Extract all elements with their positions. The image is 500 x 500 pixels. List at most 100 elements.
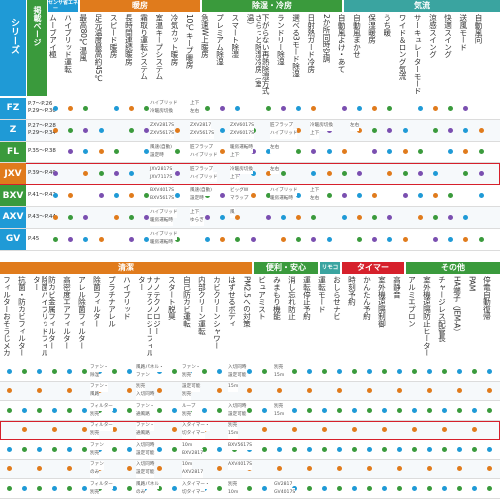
feature-cell bbox=[215, 229, 230, 250]
feature-cell bbox=[261, 163, 276, 184]
feature-cell bbox=[482, 440, 497, 459]
feature-cell bbox=[382, 207, 397, 228]
availability-dot bbox=[202, 407, 207, 413]
feature-cell bbox=[287, 421, 302, 440]
cell-note: 15m bbox=[274, 371, 285, 380]
feature-column-header: ハイブリッド bbox=[122, 276, 137, 360]
availability-dot bbox=[402, 171, 408, 177]
feature-column-header: 10℃キープ暖房 bbox=[185, 14, 200, 96]
availability-dot bbox=[402, 193, 408, 199]
availability-dot bbox=[292, 368, 297, 374]
availability-dot bbox=[341, 193, 347, 199]
feature-column-header: ランドリー除湿 bbox=[276, 14, 291, 96]
cell-note: ファン・ bbox=[136, 421, 155, 431]
feature-column-header: スマート除湿 bbox=[230, 14, 245, 96]
cell-note: BXV5617S bbox=[228, 441, 253, 450]
availability-dot bbox=[463, 214, 469, 220]
page-ref: P.45 bbox=[28, 235, 40, 242]
bottom-spec-table: 清潔 便利・安心 リモコン タイマー その他 フィルターおそうじメカ 抗菌・防カビフィルタ… bbox=[0, 262, 500, 500]
feature-cell bbox=[48, 120, 63, 141]
availability-dot bbox=[372, 105, 378, 111]
feature-cell bbox=[63, 207, 78, 228]
feature-cell bbox=[32, 460, 47, 479]
availability-dot bbox=[98, 171, 104, 177]
availability-dot bbox=[83, 171, 89, 177]
availability-dot bbox=[127, 368, 132, 374]
feature-cell bbox=[428, 98, 443, 119]
availability-dot bbox=[157, 466, 162, 472]
cell-note: 10m bbox=[182, 460, 193, 470]
feature-cell bbox=[337, 98, 352, 119]
availability-dot bbox=[433, 171, 438, 177]
availability-dot bbox=[127, 407, 132, 413]
feature-cell bbox=[122, 460, 137, 479]
category-band-4: 気流 bbox=[344, 0, 500, 12]
feature-column-header: うち暖 bbox=[382, 14, 397, 96]
feature-cell bbox=[257, 362, 272, 381]
availability-dot bbox=[262, 368, 267, 374]
availability-dot bbox=[322, 407, 327, 413]
availability-dot bbox=[442, 368, 447, 374]
feature-cell bbox=[458, 120, 473, 141]
availability-dot bbox=[68, 193, 74, 199]
feature-cell bbox=[2, 382, 17, 401]
availability-dot bbox=[387, 149, 393, 155]
cell-note: 上下 bbox=[230, 150, 240, 161]
availability-dot bbox=[144, 193, 150, 199]
feature-cell bbox=[352, 120, 367, 141]
availability-dot bbox=[7, 485, 12, 491]
availability-dot bbox=[478, 236, 484, 242]
availability-dot bbox=[457, 466, 462, 472]
availability-dot bbox=[326, 193, 332, 199]
feature-cell bbox=[107, 421, 122, 440]
category-band-2: 暖房 bbox=[80, 0, 200, 12]
feature-cell bbox=[200, 207, 215, 228]
availability-dot bbox=[144, 214, 150, 220]
feature-cell bbox=[291, 207, 306, 228]
feature-column-label: フィルターおそうじメカ bbox=[2, 276, 12, 357]
feature-column-header: 涼感スイング bbox=[428, 14, 443, 96]
feature-cell bbox=[302, 479, 317, 498]
feature-column-header: 抗菌・防カビフィルター bbox=[17, 276, 32, 360]
feature-column-header: 運転モード bbox=[317, 276, 332, 360]
availability-dot bbox=[127, 466, 132, 472]
feature-column-header: 足元温度最高約45℃ bbox=[94, 14, 109, 96]
series-row: FL P.35〜P.38 風速(自動) 設定時 匠フラップ ハイブリッド 暖房運転時 上下 左右 bbox=[0, 141, 500, 164]
feature-cell bbox=[94, 163, 109, 184]
feature-cell bbox=[276, 229, 291, 250]
feature-column-header: さらっと除湿冷房（室温） bbox=[246, 14, 261, 96]
feature-cell bbox=[167, 479, 182, 498]
availability-dot bbox=[296, 149, 302, 155]
availability-dot bbox=[292, 407, 297, 413]
feature-cell bbox=[347, 421, 362, 440]
availability-dot bbox=[67, 388, 72, 394]
feature-cell bbox=[413, 163, 428, 184]
availability-dot bbox=[7, 466, 12, 472]
feature-cell bbox=[458, 163, 473, 184]
page-ref: P.35〜P.38 bbox=[28, 148, 56, 155]
availability-dot bbox=[357, 127, 362, 133]
feature-column-label: ナノテクノロジーフィルター bbox=[137, 276, 152, 357]
cell-note: AXV2817 bbox=[182, 468, 204, 478]
feature-cell bbox=[109, 207, 124, 228]
cell-note: マラップ bbox=[230, 194, 249, 205]
feature-cell bbox=[109, 142, 124, 163]
feature-cell bbox=[62, 382, 77, 401]
cell-note: 冷暖房切換 bbox=[150, 107, 173, 117]
availability-dot bbox=[478, 127, 484, 133]
availability-dot bbox=[442, 446, 447, 452]
feature-column-header: 室温キープシステム bbox=[154, 14, 169, 96]
feature-cell bbox=[443, 142, 458, 163]
feature-cell bbox=[322, 185, 337, 206]
availability-dot bbox=[205, 105, 210, 111]
feature-cell bbox=[167, 440, 182, 459]
availability-dot bbox=[83, 236, 89, 242]
feature-cell bbox=[306, 229, 321, 250]
availability-dot bbox=[67, 407, 72, 413]
cell-note: AXV4017S bbox=[228, 460, 253, 470]
feature-cell bbox=[152, 460, 167, 479]
feature-cell bbox=[63, 120, 78, 141]
feature-cell bbox=[17, 401, 32, 420]
feature-cell bbox=[257, 421, 272, 440]
feature-column-label: 消し忘れ防止 bbox=[287, 276, 297, 320]
